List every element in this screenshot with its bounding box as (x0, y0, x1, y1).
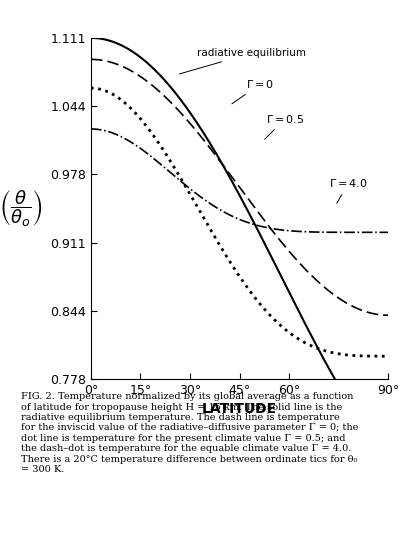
X-axis label: LATITUDE: LATITUDE (202, 402, 277, 416)
Text: $\Gamma = 4.0$: $\Gamma = 4.0$ (329, 177, 368, 203)
Text: $\Gamma = 0.5$: $\Gamma = 0.5$ (265, 113, 304, 139)
Text: FIG. 2. Temperature normalized by its global average as a function
of latitude f: FIG. 2. Temperature normalized by its gl… (21, 392, 358, 474)
Text: $\Gamma = 0$: $\Gamma = 0$ (232, 78, 274, 104)
Text: $\left(\dfrac{\theta}{\theta_o}\right)$: $\left(\dfrac{\theta}{\theta_o}\right)$ (0, 188, 43, 229)
Text: radiative equilibrium: radiative equilibrium (179, 48, 306, 74)
